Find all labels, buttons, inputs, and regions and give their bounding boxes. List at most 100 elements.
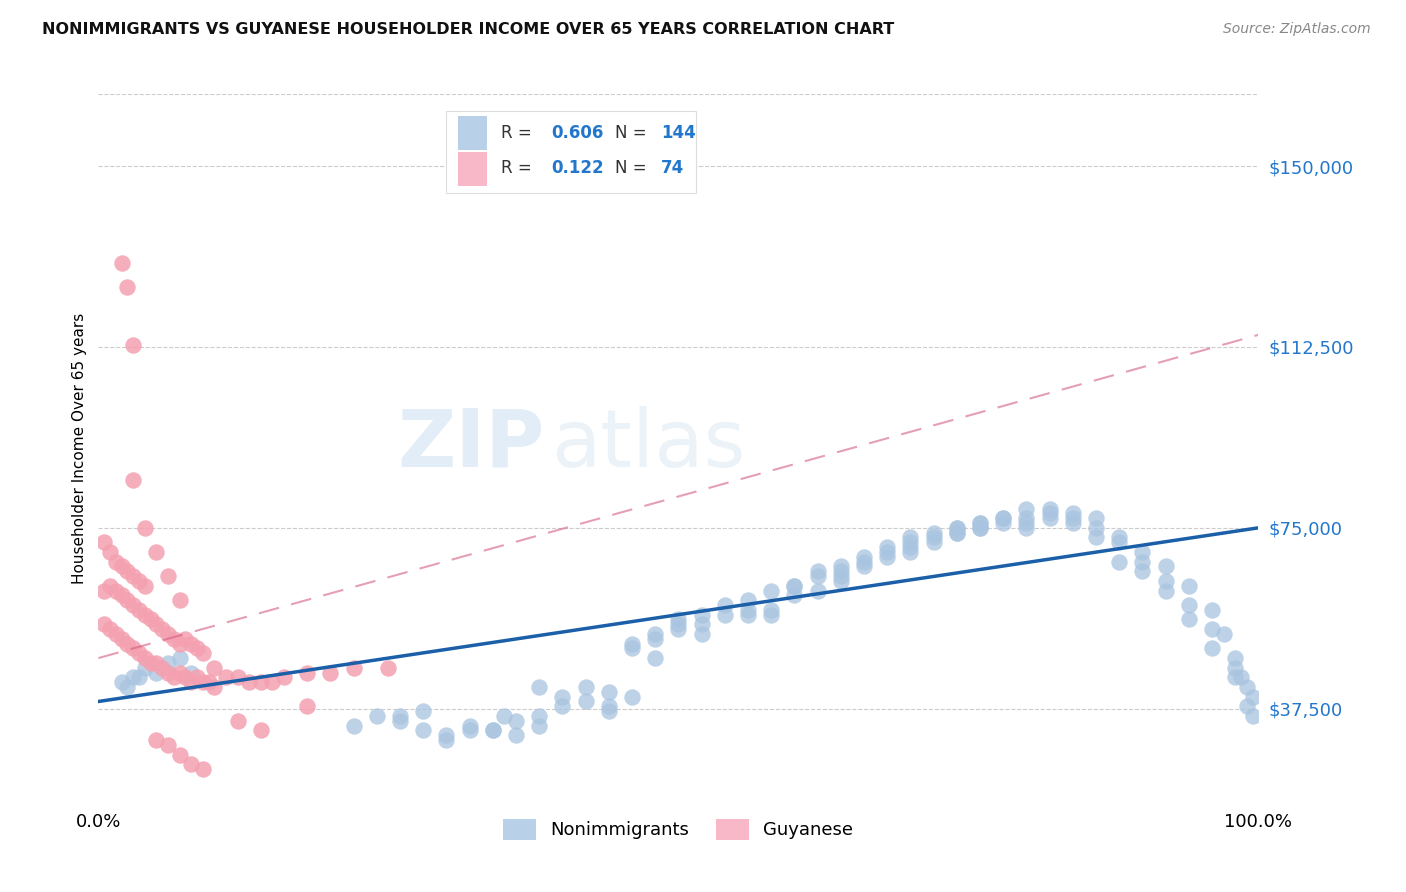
Point [1236, 699, 1258, 714]
Point [1223, 670, 1247, 684]
Point [412, 704, 434, 718]
Point [993, 516, 1015, 530]
Point [993, 511, 1015, 525]
Point [122, 598, 145, 612]
Point [250, 675, 273, 690]
Point [122, 641, 145, 656]
Point [117, 279, 139, 293]
Text: N =: N = [614, 159, 651, 178]
Point [174, 670, 197, 684]
Point [98, 579, 121, 593]
Point [150, 661, 173, 675]
Point [238, 675, 260, 690]
Point [1178, 598, 1201, 612]
Point [621, 637, 644, 651]
Point [621, 690, 644, 704]
Point [145, 656, 167, 670]
Point [139, 656, 162, 670]
Point [104, 583, 127, 598]
Point [1178, 612, 1201, 626]
Point [104, 555, 127, 569]
Point [876, 540, 898, 554]
Point [204, 661, 226, 675]
Point [1015, 501, 1038, 516]
Point [111, 632, 132, 646]
Bar [458, 152, 486, 186]
Point [1108, 531, 1130, 545]
Point [993, 511, 1015, 525]
Point [1108, 555, 1130, 569]
Point [366, 709, 388, 723]
Point [900, 545, 922, 559]
Point [783, 579, 806, 593]
Point [1062, 511, 1084, 525]
Point [807, 583, 830, 598]
Text: 0.122: 0.122 [551, 159, 603, 178]
Point [1132, 564, 1154, 578]
Point [969, 521, 991, 535]
Point [505, 714, 527, 728]
Text: 74: 74 [661, 159, 685, 178]
Point [145, 545, 167, 559]
Point [574, 694, 596, 708]
Point [134, 661, 156, 675]
Point [876, 549, 898, 564]
Point [111, 255, 132, 269]
Point [1241, 690, 1264, 704]
Point [852, 555, 875, 569]
Point [1085, 531, 1108, 545]
Point [969, 516, 991, 530]
Point [180, 637, 202, 651]
Point [737, 607, 759, 622]
Point [134, 521, 156, 535]
Point [226, 714, 249, 728]
Point [111, 559, 132, 574]
Point [852, 549, 875, 564]
Point [117, 593, 139, 607]
Point [1201, 622, 1223, 636]
Point [761, 607, 783, 622]
Point [1236, 680, 1258, 694]
Point [922, 535, 945, 549]
Point [900, 535, 922, 549]
Point [494, 709, 516, 723]
Point [163, 670, 186, 684]
Text: Source: ZipAtlas.com: Source: ZipAtlas.com [1223, 22, 1371, 37]
Point [598, 699, 620, 714]
Point [204, 680, 226, 694]
Point [226, 670, 249, 684]
Point [1154, 583, 1177, 598]
Point [1038, 501, 1062, 516]
Y-axis label: Householder Income Over 65 years: Householder Income Over 65 years [72, 312, 87, 584]
Point [1223, 661, 1247, 675]
Point [297, 699, 319, 714]
Point [1038, 507, 1062, 521]
Point [922, 531, 945, 545]
Point [551, 690, 574, 704]
Point [128, 670, 150, 684]
Point [876, 545, 898, 559]
Point [1132, 545, 1154, 559]
Point [180, 757, 202, 772]
Point [1230, 670, 1253, 684]
Point [262, 675, 284, 690]
Point [458, 718, 481, 732]
Point [122, 569, 145, 583]
Point [117, 680, 139, 694]
Point [644, 632, 666, 646]
Point [157, 627, 180, 641]
Point [1178, 579, 1201, 593]
Point [644, 627, 666, 641]
Point [1015, 521, 1038, 535]
Text: 0.606: 0.606 [551, 124, 603, 142]
Point [946, 521, 969, 535]
Point [98, 545, 121, 559]
Point [761, 603, 783, 617]
Bar [458, 116, 486, 151]
Point [163, 632, 186, 646]
Point [169, 651, 191, 665]
Point [1241, 709, 1264, 723]
Point [1212, 627, 1234, 641]
Point [436, 728, 458, 742]
Point [436, 733, 458, 747]
